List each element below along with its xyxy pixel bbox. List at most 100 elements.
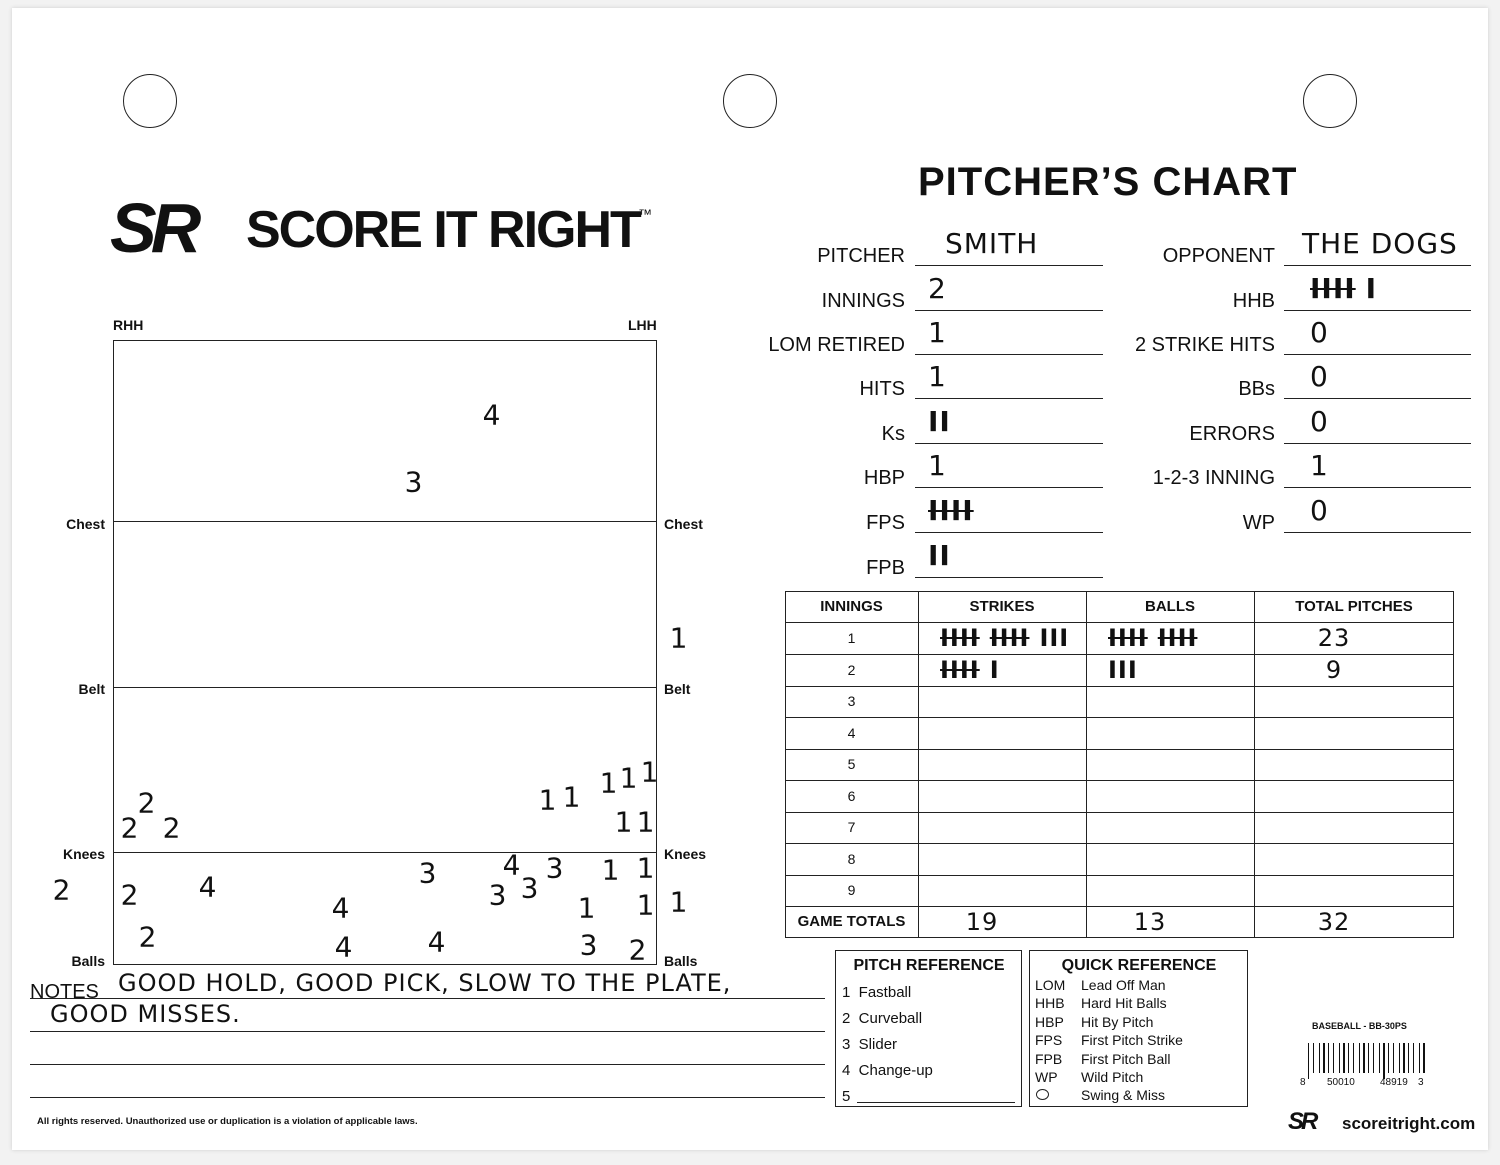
table-cell: 1 bbox=[847, 630, 856, 646]
handwritten-value: 32 bbox=[1317, 908, 1351, 936]
table-rule bbox=[785, 843, 1454, 844]
table-cell: 2 bbox=[847, 662, 856, 678]
table-rule bbox=[785, 622, 1454, 623]
pitch-mark: 1 bbox=[636, 851, 656, 885]
pitch-mark: 4 bbox=[482, 398, 502, 432]
pitch-mark: 1 bbox=[636, 805, 656, 839]
pitch-reference-box bbox=[835, 950, 1022, 1107]
field-label: LOM RETIRED bbox=[768, 334, 905, 356]
tally: II bbox=[928, 405, 961, 438]
reference-title: QUICK REFERENCE bbox=[1061, 957, 1217, 974]
reference-abbr: HHB bbox=[1035, 995, 1065, 1012]
title: PITCHER’S CHART bbox=[918, 160, 1298, 204]
table-header: TOTAL PITCHES bbox=[1295, 598, 1413, 615]
barcode-digits: 50010 bbox=[1327, 1077, 1355, 1088]
table-cell: 5 bbox=[847, 756, 856, 772]
pitch-mark: 4 bbox=[427, 925, 447, 959]
tally: IIII bbox=[928, 494, 984, 527]
handwritten-value: 0 bbox=[1310, 360, 1329, 393]
field-label: Ks bbox=[881, 423, 905, 445]
field-label: FPS bbox=[866, 512, 905, 534]
table-header: INNINGS bbox=[820, 598, 883, 615]
field-label: OPPONENT bbox=[1162, 245, 1275, 267]
barcode-bar bbox=[1313, 1043, 1314, 1073]
barcode-digits: 3 bbox=[1418, 1077, 1424, 1088]
table-rule bbox=[785, 906, 1454, 907]
pitch-mark: 3 bbox=[488, 878, 508, 912]
field-line bbox=[1284, 443, 1471, 444]
table-cell: 9 bbox=[847, 882, 856, 898]
handwritten-value: SMITH bbox=[945, 227, 1039, 260]
pitch-mark: 2 bbox=[52, 873, 72, 907]
field-line bbox=[1284, 354, 1471, 355]
barcode-bar bbox=[1388, 1043, 1389, 1073]
barcode-bar bbox=[1333, 1043, 1334, 1073]
field-line bbox=[915, 577, 1103, 578]
field-line bbox=[915, 487, 1103, 488]
barcode-bar bbox=[1343, 1043, 1345, 1073]
reference-item: 2 Curveball bbox=[842, 1010, 923, 1027]
barcode-bar bbox=[1353, 1043, 1354, 1073]
table-rule bbox=[1086, 591, 1087, 938]
zone-label: RHH bbox=[113, 317, 144, 333]
tally-group: I bbox=[989, 656, 1000, 684]
barcode-bar bbox=[1339, 1043, 1340, 1073]
reference-abbr: LOM bbox=[1035, 977, 1066, 993]
zone-line bbox=[113, 521, 657, 522]
barcode-bar bbox=[1403, 1043, 1405, 1073]
barcode-bar bbox=[1323, 1043, 1325, 1073]
table-frame bbox=[785, 591, 1454, 938]
zone-label: Chest bbox=[66, 516, 105, 532]
reference-item: 4 Change-up bbox=[842, 1062, 933, 1079]
tally-group: IIII bbox=[940, 624, 980, 652]
reference-title: PITCH REFERENCE bbox=[853, 957, 1005, 974]
quick-reference-box bbox=[1029, 950, 1248, 1107]
notes-line bbox=[30, 1064, 825, 1065]
handwritten-value: 23 bbox=[1317, 624, 1351, 652]
tally: II bbox=[928, 539, 961, 572]
barcode-bar bbox=[1319, 1043, 1320, 1073]
field-label: FPB bbox=[866, 557, 905, 579]
barcode-digits: 48919 bbox=[1380, 1077, 1408, 1088]
notes-line bbox=[30, 1097, 825, 1098]
barcode-bar bbox=[1373, 1043, 1374, 1073]
site: scoreitright.com bbox=[1342, 1114, 1476, 1133]
barcode-bar bbox=[1328, 1043, 1329, 1073]
pitch-mark: 1 bbox=[636, 888, 656, 922]
table-cell: 4 bbox=[847, 725, 856, 741]
pitch-mark: 2 bbox=[138, 920, 158, 954]
barcode-bar bbox=[1359, 1043, 1360, 1073]
pitch-mark: 2 bbox=[137, 786, 157, 820]
barcode-bar bbox=[1379, 1043, 1380, 1073]
zone-label: LHH bbox=[628, 317, 657, 333]
handwritten-value: 13 bbox=[1133, 908, 1167, 936]
card bbox=[12, 8, 1488, 1150]
field-label: PITCHER bbox=[817, 245, 905, 267]
reference-item: 1 Fastball bbox=[842, 984, 912, 1001]
reference-text: Wild Pitch bbox=[1081, 1069, 1144, 1085]
handwritten-value: THE DOGS bbox=[1302, 227, 1458, 260]
barcode-bar bbox=[1413, 1043, 1414, 1073]
field-label: ERRORS bbox=[1189, 423, 1275, 445]
handwritten-value: 1 bbox=[928, 449, 947, 482]
brand-name: SCORE IT RIGHT bbox=[246, 201, 642, 259]
barcode-bar bbox=[1363, 1043, 1365, 1073]
tally-group: II bbox=[928, 405, 951, 438]
reference-abbr: WP bbox=[1035, 1069, 1058, 1085]
field-label: WP bbox=[1242, 512, 1275, 534]
barcode-bar bbox=[1368, 1043, 1369, 1073]
field-line bbox=[1284, 532, 1471, 533]
table-cell: 6 bbox=[847, 788, 856, 804]
pitch-mark: 2 bbox=[162, 811, 182, 845]
handwritten-value: 0 bbox=[1310, 405, 1329, 438]
table-header: BALLS bbox=[1145, 598, 1195, 615]
pitch-mark: 2 bbox=[120, 811, 140, 845]
field-label: HHB bbox=[1232, 290, 1275, 312]
reference-text: Hit By Pitch bbox=[1081, 1013, 1154, 1030]
field-label: INNINGS bbox=[821, 290, 905, 312]
tally: IIII IIII III bbox=[918, 622, 1086, 654]
table-rule bbox=[785, 686, 1454, 687]
handwritten-value: 0 bbox=[1310, 316, 1329, 349]
zone-label: Knees bbox=[664, 846, 707, 862]
